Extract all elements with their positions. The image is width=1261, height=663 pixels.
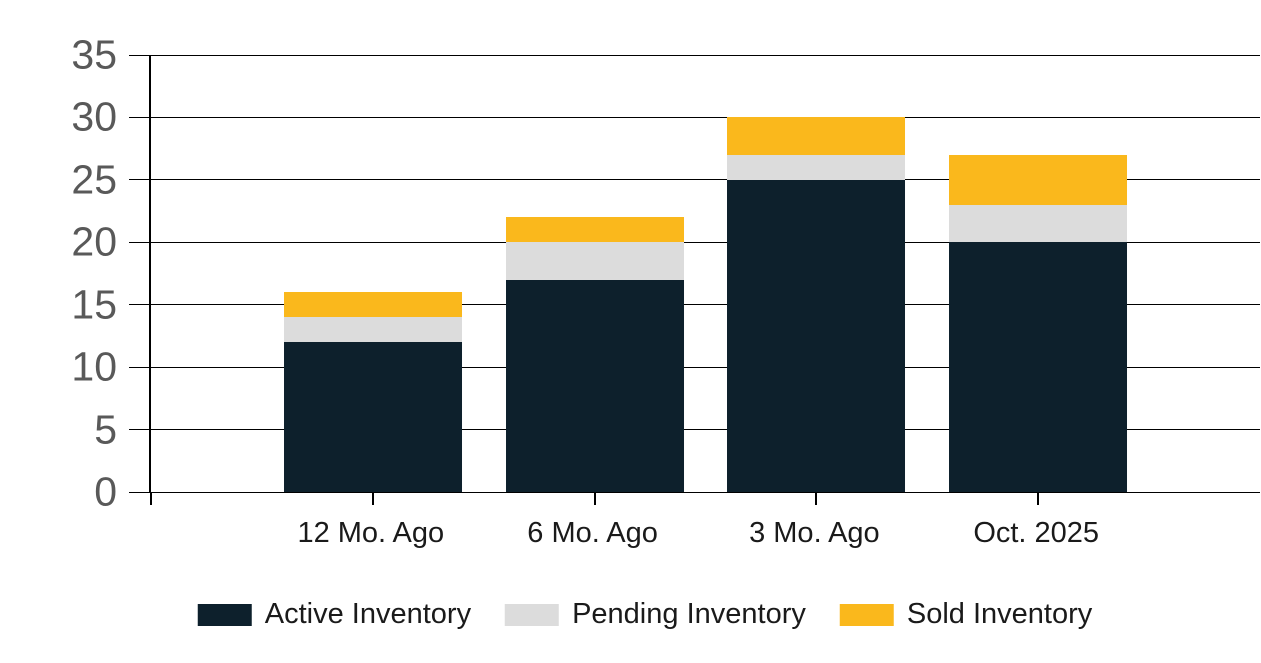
gridline-0 (129, 491, 1260, 493)
legend-swatch-pending-inventory (505, 603, 560, 626)
legend-swatch-active-inventory (197, 603, 252, 626)
x-category-label-3-mo-ago: 3 Mo. Ago (749, 517, 880, 549)
y-tick-label-5: 5 (94, 406, 117, 453)
y-tick-label-20: 20 (71, 218, 117, 265)
x-tick-12-mo-ago (371, 492, 374, 505)
y-tick-label-15: 15 (71, 281, 117, 328)
bar-segment-pending-inventory (949, 204, 1128, 243)
y-tick-label-0: 0 (94, 468, 117, 515)
y-tick-label-30: 30 (71, 93, 117, 140)
bar-segment-sold-inventory (505, 217, 684, 243)
gridline-25 (129, 179, 1260, 181)
legend-item-pending-inventory: Pending Inventory (505, 598, 806, 631)
x-tick-3-mo-ago (815, 492, 818, 505)
bar-segment-sold-inventory (727, 117, 906, 155)
legend: Active Inventory Pending Inventory Sold In… (197, 598, 1093, 631)
y-tick-label-10: 10 (71, 343, 117, 390)
stacked-bar-oct-2025 (949, 55, 1128, 492)
bar-segment-pending-inventory (505, 242, 684, 280)
gridline-5 (129, 429, 1260, 431)
bar-segment-active-inventory (949, 242, 1128, 492)
gridline-35 (129, 54, 1260, 56)
legend-label-active-inventory: Active Inventory (264, 598, 472, 630)
bar-segment-active-inventory (283, 342, 462, 492)
y-tick-label-25: 25 (71, 156, 117, 203)
gridline-20 (129, 241, 1260, 243)
x-axis-origin-tick (150, 492, 152, 505)
y-axis: 0 5 10 15 20 25 30 35 (0, 34, 117, 512)
x-category-label-oct-2025: Oct. 2025 (973, 517, 1100, 549)
stacked-bar-3-mo-ago (727, 55, 906, 492)
x-tick-oct-2025 (1037, 492, 1040, 505)
legend-item-sold-inventory: Sold Inventory (839, 598, 1093, 631)
plot-area (129, 54, 1260, 505)
gridline-15 (129, 304, 1260, 306)
bar-segment-pending-inventory (283, 317, 462, 343)
stacked-bar-6-mo-ago (505, 55, 684, 492)
legend-label-sold-inventory: Sold Inventory (906, 598, 1093, 630)
x-category-label-12-mo-ago: 12 Mo. Ago (297, 517, 445, 549)
x-axis: 12 Mo. Ago 6 Mo. Ago 3 Mo. Ago Oct. 2025 (149, 516, 1258, 558)
bar-segment-active-inventory (727, 179, 906, 492)
bar-segment-sold-inventory (949, 154, 1128, 205)
legend-label-pending-inventory: Pending Inventory (572, 598, 806, 630)
legend-item-active-inventory: Active Inventory (197, 598, 472, 631)
bar-segment-sold-inventory (283, 292, 462, 318)
bar-segment-pending-inventory (727, 154, 906, 180)
stacked-bar-12-mo-ago (283, 55, 462, 492)
y-tick-label-35: 35 (71, 31, 117, 78)
x-tick-6-mo-ago (593, 492, 596, 505)
gridline-10 (129, 366, 1260, 368)
bar-segment-active-inventory (505, 279, 684, 492)
x-category-label-6-mo-ago: 6 Mo. Ago (527, 517, 658, 549)
legend-swatch-sold-inventory (839, 603, 894, 626)
gridline-30 (129, 116, 1260, 118)
